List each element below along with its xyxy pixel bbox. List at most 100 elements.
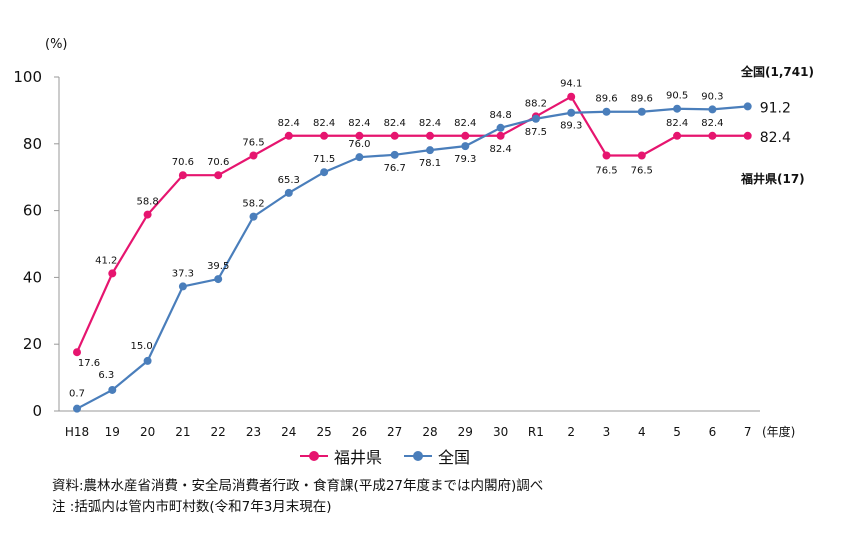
y-tick-label: 40 [23, 268, 42, 286]
annotation-national: 全国(1,741) [740, 64, 814, 79]
data-point-national [108, 385, 117, 394]
data-label-national: 87.5 [525, 127, 547, 138]
x-tick-label: 24 [281, 425, 296, 439]
data-label-national: 90.5 [666, 91, 688, 102]
data-label-fukui: 58.8 [136, 197, 158, 208]
data-label-fukui: 82.4 [701, 118, 723, 129]
data-point-national [602, 107, 611, 116]
series-line-fukui [75, 95, 748, 353]
data-point-fukui [249, 151, 258, 160]
x-tick-label: 7 [744, 425, 752, 439]
x-tick-label: R1 [528, 425, 544, 439]
data-label-fukui: 82.4 [384, 118, 406, 129]
data-label-fukui: 76.5 [242, 137, 264, 148]
data-label-national: 90.3 [701, 91, 723, 102]
y-tick-label: 20 [23, 335, 42, 353]
data-point-national [708, 105, 717, 114]
legend-swatch-national [404, 451, 433, 461]
data-point-national [214, 275, 223, 284]
data-point-national [743, 102, 752, 111]
x-tick-label: 27 [387, 425, 402, 439]
annotation-fukui: 福井県(17) [740, 171, 805, 186]
y-tick-label: 60 [23, 202, 42, 220]
data-point-fukui [602, 151, 611, 160]
data-point-fukui [390, 131, 399, 140]
data-point-fukui [108, 269, 117, 278]
source-notes: 資料:農林水産省消費・安全局消費者行政・食育課(平成27年度までは内閣府)調べ … [52, 476, 543, 518]
data-label-fukui: 82.4 [419, 118, 441, 129]
data-point-fukui [673, 131, 682, 140]
data-point-fukui [637, 151, 646, 160]
data-label-national: 78.1 [419, 158, 441, 169]
x-tick-label: 28 [422, 425, 437, 439]
legend-label-national: 全国 [438, 448, 471, 467]
x-tick-label: 25 [316, 425, 331, 439]
data-point-national [567, 108, 576, 117]
data-label-fukui: 82.4 [348, 118, 370, 129]
data-label-fukui: 82.4 [666, 118, 688, 129]
data-label-fukui: 41.2 [95, 255, 117, 266]
data-point-fukui [143, 210, 152, 219]
x-tick-label: 20 [140, 425, 155, 439]
data-label-fukui: 82.4 [278, 118, 300, 129]
chart-series [73, 92, 752, 413]
source-note: 資料:農林水産省消費・安全局消費者行政・食育課(平成27年度までは内閣府)調べ [52, 478, 544, 494]
x-axis-unit: (年度) [762, 424, 795, 439]
data-point-fukui [496, 131, 505, 140]
data-point-national [143, 356, 152, 365]
data-label-fukui: 94.1 [560, 79, 582, 90]
end-label-national: 91.2 [760, 100, 791, 116]
data-point-national [73, 404, 81, 413]
x-tick-label: 26 [352, 425, 367, 439]
data-label-national: 58.2 [242, 199, 264, 210]
data-point-fukui [461, 131, 470, 140]
x-tick-label: 6 [709, 425, 717, 439]
end-label-fukui: 82.4 [760, 130, 791, 146]
x-tick-label: 29 [458, 425, 473, 439]
data-label-national: 84.8 [489, 110, 511, 121]
x-tick-label: 4 [638, 425, 646, 439]
legend-item-fukui: 福井県 [300, 444, 382, 468]
data-label-fukui: 76.5 [595, 165, 617, 176]
data-point-fukui [178, 171, 187, 180]
data-point-national [426, 146, 434, 155]
data-point-national [461, 142, 470, 151]
data-point-national [637, 107, 646, 116]
chart-data-labels: 17.6 41.2 58.8 70.6 70.6 76.5 82.4 82.4 82.4 82.4… [69, 64, 814, 400]
series-line-national [76, 105, 748, 410]
data-point-fukui [320, 131, 329, 140]
data-point-national [249, 212, 258, 221]
data-point-national [531, 114, 540, 123]
data-point-fukui [284, 131, 293, 140]
data-point-national [284, 188, 293, 197]
data-point-fukui [214, 171, 223, 180]
data-point-national [673, 104, 682, 113]
data-label-national: 76.0 [348, 139, 370, 150]
data-label-fukui: 76.5 [631, 165, 653, 176]
data-point-national [178, 282, 187, 291]
y-tick-label: 80 [23, 135, 42, 153]
data-label-national: 37.3 [172, 268, 194, 279]
data-label-national: 89.3 [560, 121, 582, 132]
data-point-fukui [743, 131, 752, 140]
data-label-national: 89.6 [631, 94, 653, 105]
data-label-national: 0.7 [69, 389, 85, 400]
x-tick-label: 3 [603, 425, 611, 439]
data-label-fukui: 82.4 [454, 118, 476, 129]
x-tick-label: 21 [175, 425, 190, 439]
legend-swatch-fukui [300, 451, 328, 461]
data-label-national: 89.6 [595, 94, 617, 105]
data-label-national: 79.3 [454, 154, 476, 165]
x-tick-label: 19 [105, 425, 120, 439]
footnote: 注 :括弧内は管内市町村数(令和7年3月末現在) [52, 499, 332, 515]
data-label-fukui: 17.6 [78, 358, 100, 369]
data-point-national [355, 153, 364, 162]
data-point-fukui [355, 131, 364, 140]
data-label-fukui: 82.4 [313, 118, 335, 129]
data-label-national: 15.0 [130, 341, 152, 352]
x-tick-label: H18 [65, 425, 89, 439]
x-tick-label: 30 [493, 425, 508, 439]
data-point-national [320, 168, 329, 177]
